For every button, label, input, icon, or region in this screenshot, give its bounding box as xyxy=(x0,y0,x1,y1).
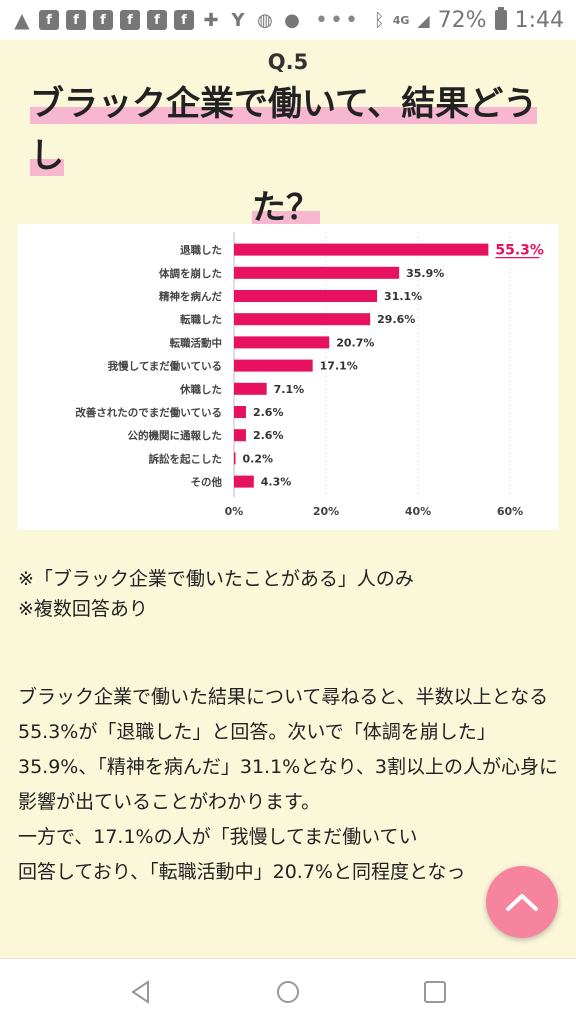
paragraph: 一方で、17.1%の人が「我慢してまだ働いてい xyxy=(18,826,418,848)
bar xyxy=(234,429,246,442)
value-label: 29.6% xyxy=(377,313,415,326)
category-label: 精神を病んだ xyxy=(159,290,222,303)
value-label: 20.7% xyxy=(336,336,374,349)
warning-icon: ▲ xyxy=(14,8,30,32)
category-label: 体調を崩した xyxy=(159,267,222,280)
facebook-icon: f xyxy=(39,10,59,30)
x-tick-label: 60% xyxy=(497,505,523,518)
value-label: 2.6% xyxy=(253,429,284,442)
value-label-highlight: 55.3% xyxy=(495,243,544,259)
bar xyxy=(234,266,400,279)
network-type: 4G xyxy=(392,13,410,27)
title-line-1: ブラック企業で働いて、結果どうし xyxy=(30,84,538,176)
status-bar: ▲ f f f f f f ✚ Y ◍ ● ••• ᛒ 4G ◢ 72% 1:4… xyxy=(0,0,576,40)
notes: ※「ブラック企業で働いたことがある」人のみ ※複数回答あり xyxy=(18,564,563,624)
category-label: その他 xyxy=(191,476,223,489)
x-tick-label: 40% xyxy=(405,505,431,518)
bar xyxy=(234,406,246,418)
bluetooth-icon: ᛒ xyxy=(373,9,385,31)
facebook-icon: f xyxy=(174,10,194,30)
value-label: 31.1% xyxy=(384,290,422,303)
category-label: 退職した xyxy=(180,244,222,257)
facebook-icon: f xyxy=(147,10,167,30)
facebook-icon: f xyxy=(66,10,86,30)
bar xyxy=(234,313,371,326)
bar xyxy=(234,382,267,395)
note-multiple-answers: ※複数回答あり xyxy=(18,598,148,620)
system-status: ᛒ 4G ◢ 72% 1:44 xyxy=(373,7,564,33)
category-label: 転職した xyxy=(180,313,222,326)
category-label: 訴訟を起こした xyxy=(149,452,223,465)
back-icon[interactable] xyxy=(126,977,156,1007)
yahoo-icon: Y xyxy=(231,9,245,31)
category-label: 改善されたのでまだ働いている xyxy=(75,406,222,419)
question-number: Q.5 xyxy=(267,50,309,74)
title-line-2: た？ xyxy=(252,188,320,228)
category-label: 転職活動中 xyxy=(170,336,223,349)
chart-panel: 0% 20% 40% 60% 退職した 55.3% 体調を崩した 35.9% 精神を病んだ 31.… xyxy=(18,224,558,530)
signal-icon: ◢ xyxy=(417,10,430,30)
app-icon: ● xyxy=(284,9,300,31)
chevron-up-icon xyxy=(506,894,538,911)
value-label: 4.3% xyxy=(261,476,292,489)
category-label: 公的機関に通報した xyxy=(128,429,223,442)
recents-icon[interactable] xyxy=(420,977,450,1007)
paragraph: ブラック企業で働いた結果について尋ねると、半数以上となる55.3%が「退職した」… xyxy=(18,686,558,813)
x-tick-label: 0% xyxy=(225,505,244,518)
bar xyxy=(234,359,313,372)
bar xyxy=(234,475,254,488)
bar xyxy=(234,336,330,349)
category-label: 我慢してまだ働いている xyxy=(108,360,222,373)
value-label: 2.6% xyxy=(253,406,284,419)
article-body: ブラック企業で働いた結果について尋ねると、半数以上となる55.3%が「退職した」… xyxy=(18,680,558,890)
note-respondents: ※「ブラック企業で働いたことがある」人のみ xyxy=(18,568,414,590)
x-tick-label: 20% xyxy=(313,505,339,518)
bar xyxy=(234,243,489,256)
globe-icon: ◍ xyxy=(257,9,273,31)
value-label: 35.9% xyxy=(406,267,444,280)
battery-icon xyxy=(494,7,507,30)
value-label: 17.1% xyxy=(320,360,358,373)
scroll-to-top-button[interactable] xyxy=(486,866,558,938)
value-label: 7.1% xyxy=(274,383,305,396)
value-label: 0.2% xyxy=(243,452,274,465)
bar-chart: 0% 20% 40% 60% 退職した 55.3% 体調を崩した 35.9% 精神を病んだ 31.… xyxy=(75,232,544,518)
more-notifications: ••• xyxy=(315,7,360,33)
page-title: ブラック企業で働いて、結果どうし た？ xyxy=(30,78,550,234)
battery-percent: 72% xyxy=(437,7,487,33)
clock: 1:44 xyxy=(514,7,564,33)
bar xyxy=(234,290,378,302)
chat-icon: ✚ xyxy=(203,9,219,31)
navigation-bar xyxy=(0,958,576,1025)
facebook-icon: f xyxy=(120,10,140,30)
paragraph: 回答しており、「転職活動中」20.7%と同程度となっ xyxy=(18,861,466,883)
facebook-icon: f xyxy=(93,10,113,30)
notification-icons: ▲ f f f f f f ✚ Y ◍ ● ••• xyxy=(12,8,360,33)
bar xyxy=(234,452,236,465)
home-icon[interactable] xyxy=(273,977,303,1007)
category-label: 休職した xyxy=(179,383,222,396)
